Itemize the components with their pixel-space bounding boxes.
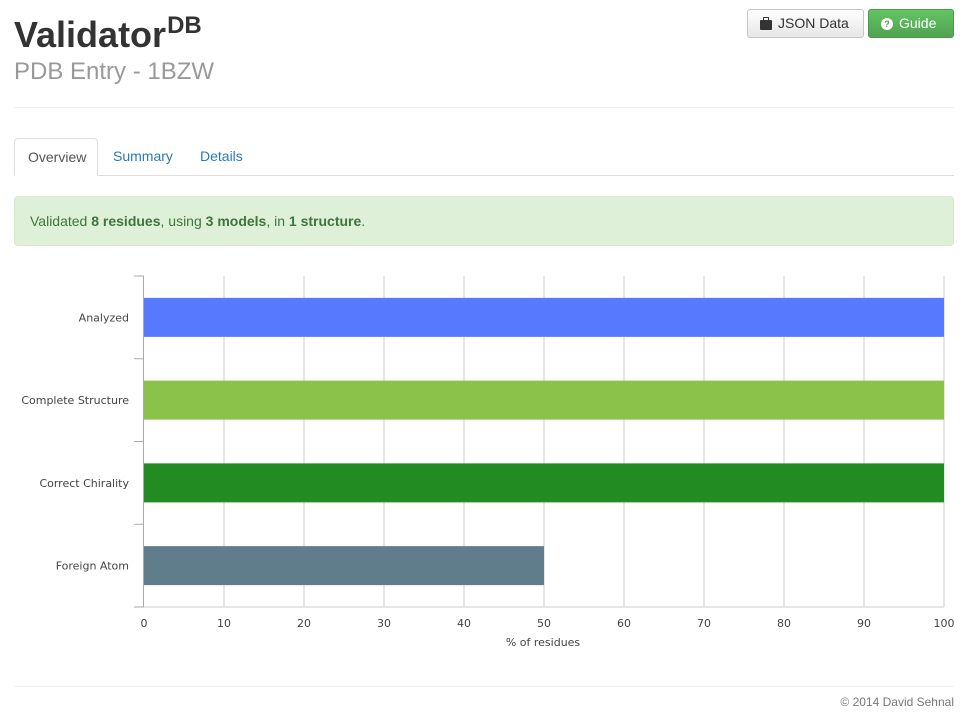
- header-divider: [14, 107, 954, 108]
- guide-button[interactable]: ? Guide: [868, 9, 954, 38]
- question-circle-icon: ?: [881, 17, 893, 30]
- validation-summary-alert: Validated 8 residues, using 3 models, in…: [14, 196, 954, 246]
- tab-summary[interactable]: Summary: [113, 148, 173, 164]
- app-title: ValidatorDB: [14, 4, 202, 57]
- bar-complete-structure: [144, 380, 944, 420]
- tab-overview[interactable]: Overview: [14, 138, 98, 176]
- alert-models: 3 models: [205, 213, 267, 229]
- residue-bar-chart: Analyzed Complete Structure Correct Chiral…: [21, 275, 955, 649]
- x-tick-label: 20: [297, 617, 311, 630]
- x-tick-label: 80: [777, 617, 791, 630]
- category-label: Correct Chirality: [39, 477, 129, 490]
- x-tick-label: 50: [537, 617, 551, 630]
- x-tick-label: 40: [457, 617, 471, 630]
- x-tick-label: 60: [617, 617, 631, 630]
- app-title-text: Validator: [14, 14, 167, 55]
- x-tick-label: 100: [934, 617, 955, 630]
- alert-text: , in: [266, 213, 289, 229]
- guide-label: Guide: [899, 15, 937, 31]
- x-tick-label: 70: [697, 617, 711, 630]
- x-tick-label: 90: [857, 617, 871, 630]
- tab-details[interactable]: Details: [200, 148, 243, 164]
- alert-residues: 8 residues: [91, 213, 161, 229]
- json-data-button[interactable]: JSON Data: [747, 9, 864, 38]
- category-label: Analyzed: [79, 311, 129, 324]
- alert-structures: 1 structure: [288, 213, 362, 229]
- app-title-superscript: DB: [167, 12, 202, 39]
- tab-bar: Overview Summary Details: [14, 138, 954, 176]
- json-data-label: JSON Data: [778, 15, 849, 31]
- alert-text: .: [361, 213, 366, 229]
- footer-divider: [14, 686, 954, 687]
- bar-foreign-atom: [144, 546, 544, 586]
- footer-copyright: © 2014 David Sehnal: [840, 695, 954, 709]
- category-label: Foreign Atom: [56, 560, 129, 573]
- bar-correct-chirality: [144, 463, 944, 503]
- bar-analyzed: [144, 297, 944, 337]
- alert-text: Validated: [30, 213, 92, 229]
- briefcase-icon: [760, 16, 772, 30]
- x-tick-label: 10: [217, 617, 231, 630]
- x-tick-label: 30: [377, 617, 391, 630]
- page-subtitle: PDB Entry - 1BZW: [14, 58, 215, 85]
- alert-text: , using: [160, 213, 206, 229]
- category-label: Complete Structure: [21, 394, 129, 407]
- x-axis-label: % of residues: [506, 636, 581, 649]
- x-tick-label: 0: [141, 617, 148, 630]
